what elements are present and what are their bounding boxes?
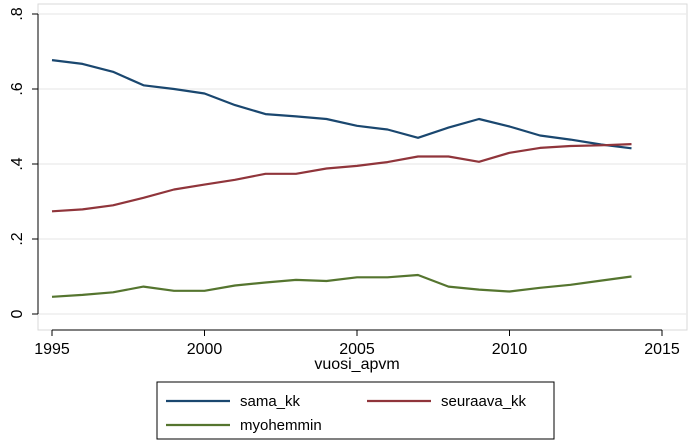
grid-lines (38, 13, 687, 315)
x-tick-label: 2010 (492, 341, 528, 358)
legend-label-myohemmin: myohemmin (240, 417, 322, 434)
legend: sama_kk seuraava_kk myohemmin (156, 381, 555, 440)
axes: 0 .2 .4 .6 .8 1995 2000 2005 2010 2015 (9, 7, 680, 358)
series-line-sama_kk (51, 59, 632, 150)
x-tick-label: 2005 (339, 341, 375, 358)
x-tick-label: 2000 (187, 341, 223, 358)
x-axis-title: vuosi_apvm (314, 356, 399, 373)
x-tick-label: 2015 (644, 341, 680, 358)
legend-box (156, 381, 555, 440)
plot-frame (37, 3, 688, 331)
legend-label-sama_kk: sama_kk (240, 393, 301, 410)
y-tick-label: .2 (9, 232, 26, 245)
series-line-seuraava_kk (51, 143, 632, 213)
y-tick-label: .6 (9, 82, 26, 95)
legend-label-seuraava_kk: seuraava_kk (441, 393, 527, 410)
y-tick-label: 0 (9, 309, 26, 318)
y-tick-label: .4 (9, 157, 26, 170)
y-tick-label: .8 (9, 7, 26, 20)
x-tick-label: 1995 (34, 341, 70, 358)
series-lines (51, 59, 632, 298)
series-line-myohemmin (51, 273, 632, 298)
